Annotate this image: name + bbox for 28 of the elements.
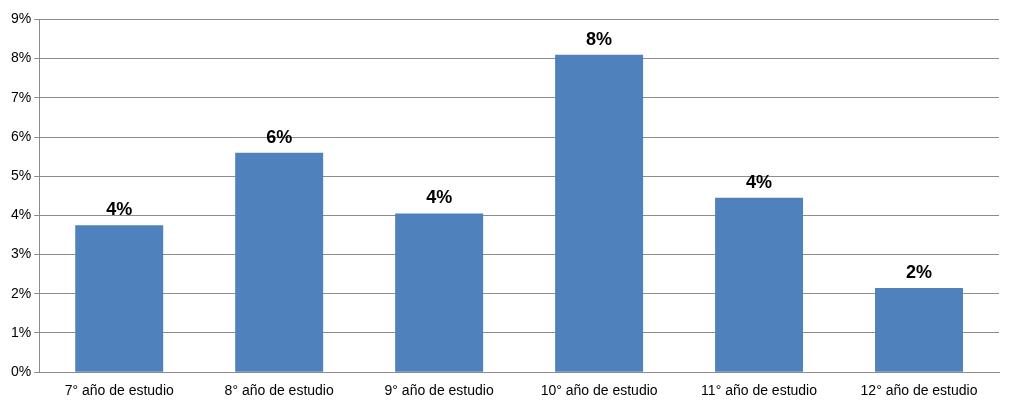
data-label: 4% <box>426 187 453 208</box>
x-tick-label: 7° año de estudio <box>64 382 174 399</box>
bar <box>75 225 164 372</box>
y-tick-label: 6% <box>11 127 32 144</box>
bar <box>555 54 644 372</box>
bar <box>875 287 964 372</box>
bar <box>395 213 484 372</box>
data-label: 2% <box>906 261 933 282</box>
data-label: 4% <box>746 171 773 192</box>
y-tick-label: 7% <box>11 88 32 105</box>
data-label: 4% <box>106 199 133 220</box>
y-tick-label: 2% <box>11 284 32 301</box>
bar <box>235 152 324 372</box>
x-tick-label: 10° año de estudio <box>540 382 658 399</box>
y-tick-label: 5% <box>11 167 32 184</box>
data-label: 8% <box>586 28 613 49</box>
x-tick-label: 8° año de estudio <box>224 382 334 399</box>
y-tick-label: 8% <box>11 49 32 66</box>
y-tick-label: 3% <box>11 245 32 262</box>
y-tick-label: 9% <box>11 10 32 27</box>
y-tick-label: 4% <box>11 206 32 223</box>
bar <box>715 197 804 372</box>
data-label: 6% <box>266 126 293 147</box>
y-tick-label: 1% <box>11 323 32 340</box>
x-tick-label: 11° año de estudio <box>701 382 818 399</box>
x-tick-label: 9° año de estudio <box>384 382 494 399</box>
y-tick-label: 0% <box>11 363 32 380</box>
x-tick-label: 12° año de estudio <box>860 382 978 399</box>
